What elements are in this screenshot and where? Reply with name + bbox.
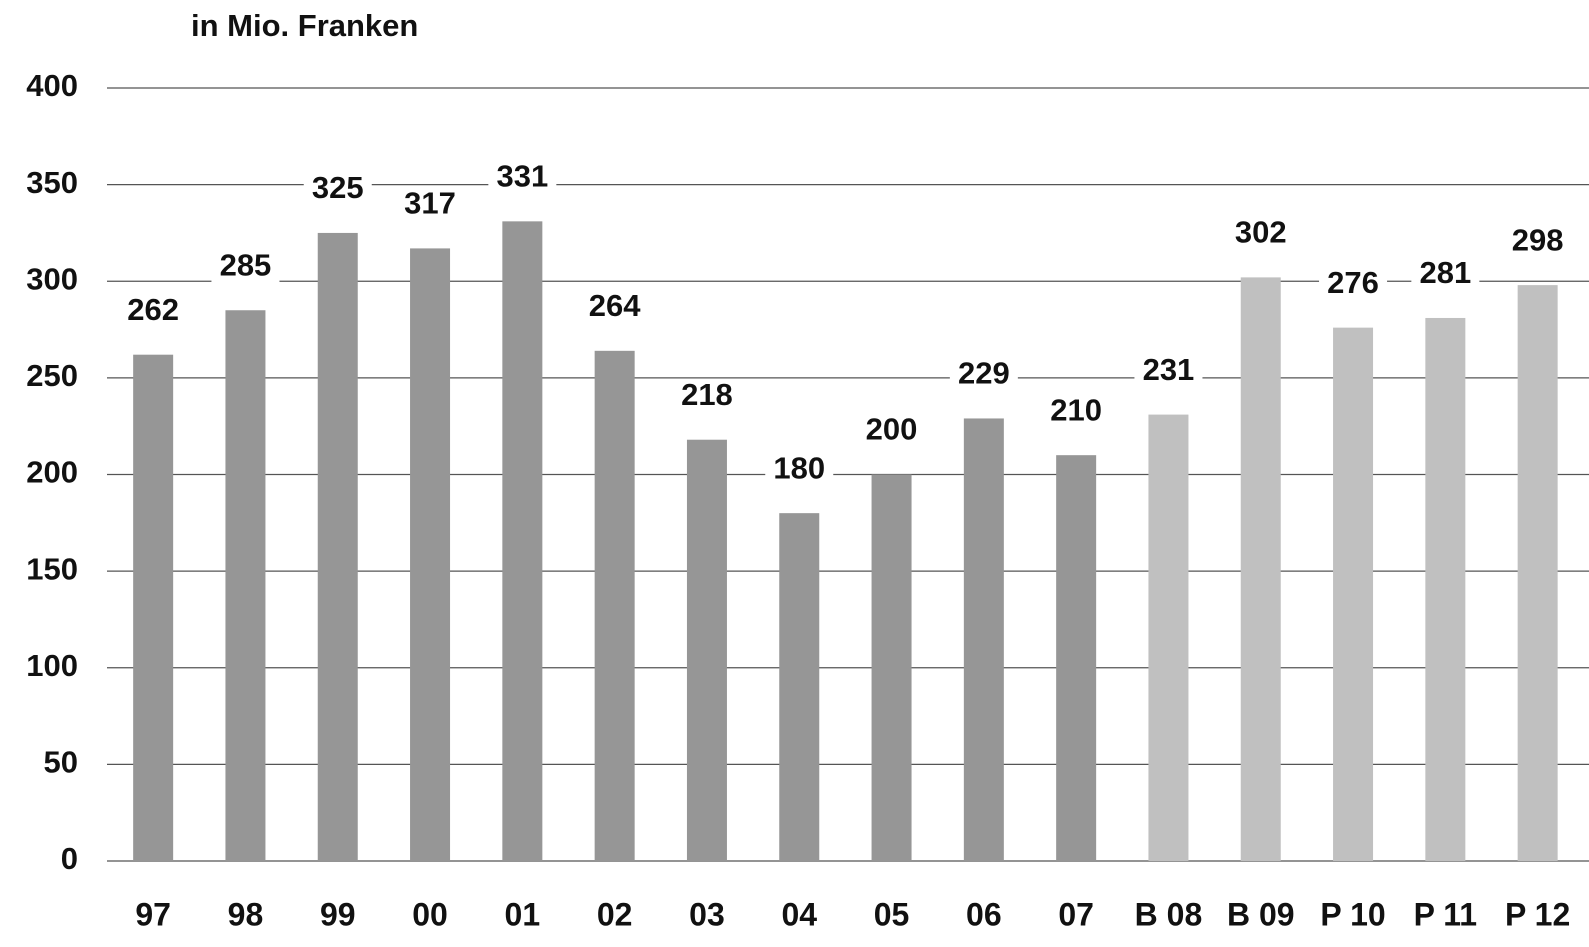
value-label-bg (949, 357, 1018, 394)
y-tick-label: 250 (26, 358, 78, 393)
bar (1240, 277, 1281, 861)
bar (1056, 455, 1097, 861)
value-label: 231 (1143, 352, 1195, 387)
value-label-bg (211, 249, 280, 286)
value-label: 229 (958, 356, 1010, 391)
value-label: 317 (404, 186, 456, 221)
value-label: 331 (496, 159, 548, 194)
value-label: 262 (127, 292, 179, 327)
x-tick-label: 01 (505, 896, 541, 932)
x-tick-label: B 09 (1227, 896, 1295, 932)
value-label-bg (396, 187, 465, 224)
bar (133, 354, 174, 861)
bar (502, 221, 543, 861)
x-tick-label: 03 (689, 896, 725, 932)
x-tick-label: 99 (320, 896, 356, 932)
y-tick-label: 50 (44, 745, 78, 780)
value-label-bg (1134, 353, 1203, 390)
y-tick-label: 350 (26, 165, 78, 200)
x-tick-label: 05 (874, 896, 910, 932)
x-tick-label: 06 (966, 896, 1002, 932)
x-tick-label: 97 (135, 896, 171, 932)
y-tick-label: 200 (26, 455, 78, 490)
value-label-bg (119, 293, 188, 330)
x-tick-label: 02 (597, 896, 633, 932)
y-tick-label: 100 (26, 648, 78, 683)
bar (317, 232, 358, 861)
bar (1517, 285, 1558, 861)
y-tick-label: 0 (61, 841, 78, 876)
bar (225, 310, 266, 861)
value-label: 281 (1419, 255, 1471, 290)
value-label-bg (303, 171, 372, 208)
chart-title: in Mio. Franken (191, 8, 418, 43)
value-label-bg (765, 452, 834, 489)
value-label: 302 (1235, 215, 1287, 250)
value-label: 200 (866, 412, 918, 447)
value-label-bg (1503, 224, 1572, 261)
value-label-bg (1411, 256, 1480, 293)
bar (871, 474, 912, 861)
value-label-bg (1319, 266, 1388, 303)
value-label-bg (580, 289, 649, 326)
value-label: 285 (220, 247, 272, 282)
value-label-bg (1226, 216, 1295, 253)
x-tick-label: P 11 (1414, 896, 1477, 932)
bar (779, 513, 820, 861)
bar (1148, 414, 1189, 861)
x-tick-label: B 08 (1135, 896, 1203, 932)
bar (1425, 317, 1466, 861)
value-label-bg (488, 160, 557, 197)
bar (963, 418, 1004, 861)
value-label: 180 (773, 450, 825, 485)
value-label: 210 (1050, 392, 1102, 427)
y-tick-label: 150 (26, 551, 78, 586)
bar (410, 248, 451, 861)
x-tick-label: P 10 (1320, 896, 1385, 932)
value-label-bg (672, 378, 741, 415)
bar (686, 439, 727, 861)
value-label: 276 (1327, 265, 1379, 300)
x-tick-label: P 12 (1505, 896, 1570, 932)
value-label: 298 (1512, 222, 1564, 257)
value-label-bg (1042, 394, 1111, 431)
value-label: 325 (312, 170, 364, 205)
bar (1333, 327, 1374, 861)
y-tick-label: 300 (26, 261, 78, 296)
bar (594, 350, 635, 861)
value-label-bg (857, 413, 926, 450)
x-tick-label: 98 (228, 896, 264, 932)
y-tick-label: 400 (26, 68, 78, 103)
x-tick-label: 07 (1058, 896, 1094, 932)
value-label: 218 (681, 377, 733, 412)
x-tick-label: 00 (412, 896, 448, 932)
value-label: 264 (589, 288, 641, 323)
x-tick-label: 04 (781, 896, 817, 932)
